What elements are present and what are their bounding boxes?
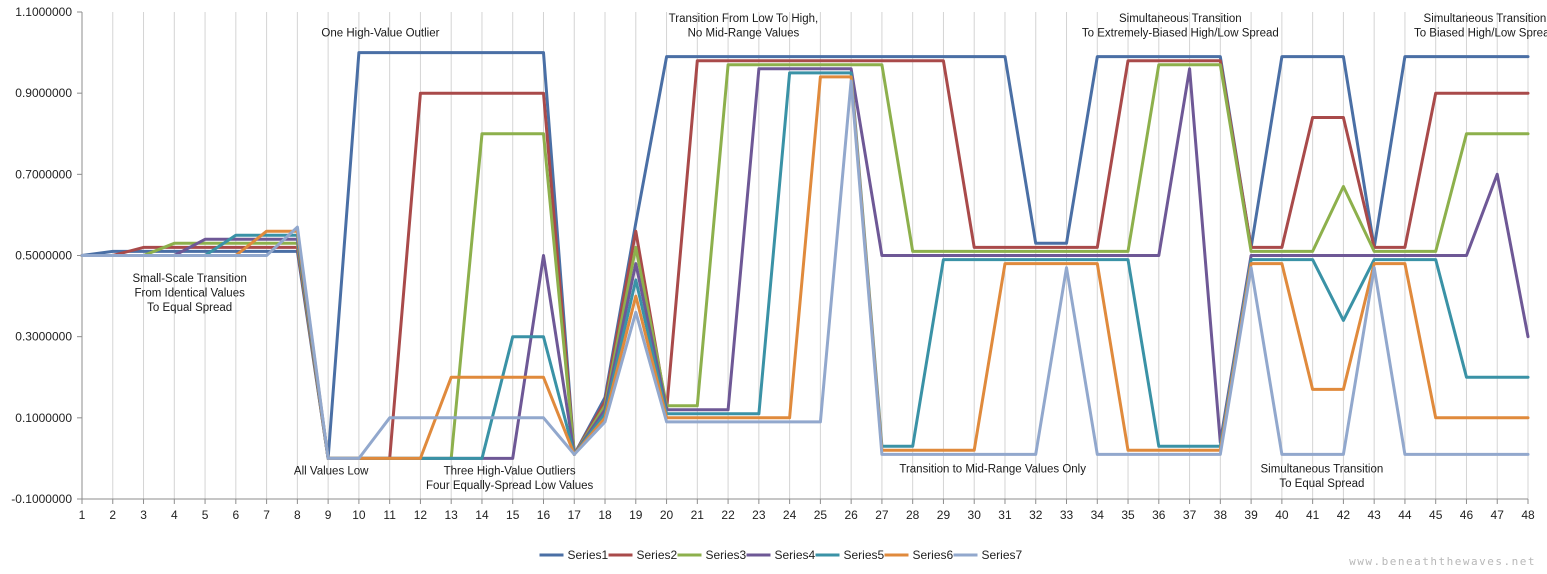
series-lines — [80, 51, 1530, 460]
annotation: All Values Low — [294, 466, 369, 478]
x-tick-label: 29 — [937, 508, 951, 522]
annotation: One High-Value Outlier — [321, 27, 439, 39]
x-tick-label: 48 — [1521, 508, 1535, 522]
x-tick-label: 4 — [171, 508, 178, 522]
x-tick-label: 6 — [232, 508, 239, 522]
x-tick-label: 24 — [783, 508, 797, 522]
annotations: One High-Value Outlier Transition From Lo… — [132, 13, 1547, 492]
legend-label: Series5 — [844, 548, 885, 562]
x-tick-label: 5 — [202, 508, 209, 522]
y-tick-label: 0.3000000 — [15, 330, 72, 344]
x-tick-label: 38 — [1214, 508, 1228, 522]
x-tick-label: 41 — [1306, 508, 1320, 522]
x-tick-label: 16 — [537, 508, 551, 522]
legend-label: Series4 — [775, 548, 816, 562]
x-tick-label: 31 — [998, 508, 1012, 522]
x-tick-label: 33 — [1060, 508, 1074, 522]
annotation: Simultaneous Transition To Biased High/Lo… — [1414, 13, 1547, 40]
x-tick-label: 3 — [140, 508, 147, 522]
legend-label: Series3 — [706, 548, 747, 562]
series-line-series7 — [80, 79, 1530, 460]
annotation: Simultaneous Transition To Equal Spread — [1261, 464, 1384, 491]
legend: Series1 Series2 Series3 Series4 Series5 Serie… — [539, 548, 1023, 562]
annotation: Simultaneous Transition To Extremely-Bias… — [1082, 13, 1279, 40]
legend-item-series7: Series7 — [953, 548, 1023, 562]
x-tick-label: 25 — [814, 508, 828, 522]
x-tick-label: 30 — [968, 508, 982, 522]
x-tick-label: 46 — [1460, 508, 1474, 522]
legend-label: Series6 — [913, 548, 954, 562]
x-tick-label: 45 — [1429, 508, 1443, 522]
x-tick-label: 35 — [1121, 508, 1135, 522]
legend-item-series6: Series6 — [884, 548, 954, 562]
x-tick-label: 32 — [1029, 508, 1043, 522]
x-tick-label: 19 — [629, 508, 643, 522]
x-tick-label: 22 — [721, 508, 735, 522]
x-tick-label: 34 — [1091, 508, 1105, 522]
x-tick-label: 7 — [263, 508, 270, 522]
x-tick-label: 37 — [1183, 508, 1197, 522]
annotation: Three High-Value Outliers Four Equally-Sp… — [426, 466, 594, 493]
legend-label: Series7 — [982, 548, 1023, 562]
legend-item-series5: Series5 — [815, 548, 885, 562]
x-tick-label: 26 — [844, 508, 858, 522]
y-tick-label: -0.1000000 — [11, 492, 72, 506]
x-tick-label: 21 — [691, 508, 705, 522]
x-tick-label: 28 — [906, 508, 920, 522]
x-tick-label: 42 — [1337, 508, 1351, 522]
annotation: Transition From Low To High, No Mid-Range… — [669, 13, 819, 40]
x-tick-label: 43 — [1367, 508, 1381, 522]
x-tick-label: 44 — [1398, 508, 1412, 522]
legend-item-series1: Series1 — [539, 548, 609, 562]
x-tick-label: 12 — [414, 508, 428, 522]
legend-label: Series1 — [568, 548, 609, 562]
x-tick-label: 39 — [1244, 508, 1258, 522]
annotation: Small-Scale Transition From Identical Val… — [132, 273, 246, 314]
x-tick-label: 36 — [1152, 508, 1166, 522]
x-tick-label: 1 — [79, 508, 86, 522]
x-tick-label: 40 — [1275, 508, 1289, 522]
x-tick-label: 10 — [352, 508, 366, 522]
legend-item-series4: Series4 — [746, 548, 816, 562]
y-tick-label: 0.1000000 — [15, 411, 72, 425]
y-tick-label: 0.9000000 — [15, 86, 72, 100]
legend-item-series3: Series3 — [677, 548, 747, 562]
axes: -0.1000000 0.1000000 0.3000000 0.5000000 0.7… — [11, 5, 1535, 522]
y-tick-label: 1.1000000 — [15, 5, 72, 19]
x-tick-label: 2 — [109, 508, 116, 522]
x-tick-label: 15 — [506, 508, 520, 522]
x-tick-label: 17 — [568, 508, 582, 522]
x-tick-label: 47 — [1491, 508, 1505, 522]
x-tick-label: 11 — [383, 508, 396, 522]
legend-item-series2: Series2 — [608, 548, 678, 562]
x-tick-label: 8 — [294, 508, 301, 522]
x-tick-label: 23 — [752, 508, 766, 522]
x-tick-label: 27 — [875, 508, 889, 522]
y-tick-label: 0.5000000 — [15, 249, 72, 263]
watermark: www.beneaththewaves.net — [1349, 555, 1536, 568]
x-tick-label: 13 — [445, 508, 459, 522]
x-tick-label: 18 — [598, 508, 612, 522]
legend-label: Series2 — [637, 548, 678, 562]
x-tick-label: 14 — [475, 508, 489, 522]
x-tick-label: 9 — [325, 508, 332, 522]
x-tick-label: 20 — [660, 508, 674, 522]
y-tick-label: 0.7000000 — [15, 167, 72, 181]
annotation: Transition to Mid-Range Values Only — [899, 464, 1086, 476]
